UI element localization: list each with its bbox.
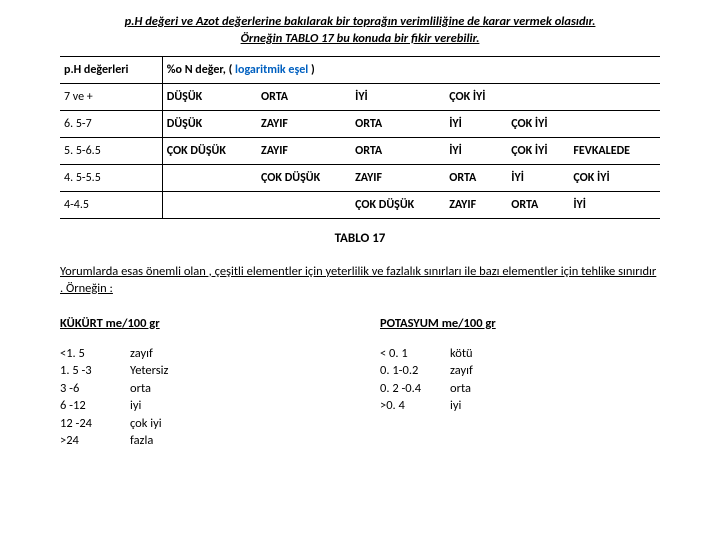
range: < 0. 1 — [380, 345, 450, 363]
rating-cell: ÇOK İYİ — [507, 137, 569, 164]
rating-cell: İYİ — [569, 191, 660, 218]
rating-cell: ORTA — [445, 164, 507, 191]
header-n-tail: ) — [308, 63, 314, 77]
sulfur-pairs: <1. 5zayıf 1. 5 -3Yetersiz 3 -6orta 6 -1… — [60, 345, 340, 450]
potassium-title: POTASYUM me/100 gr — [380, 316, 660, 331]
list-item: 12 -24çok iyi — [60, 415, 340, 433]
rating-cell — [162, 191, 257, 218]
rating: fazla — [130, 432, 153, 450]
range: 0. 2 -0.4 — [380, 380, 450, 398]
rating-cell: ORTA — [257, 83, 351, 110]
rating-cell — [569, 83, 660, 110]
rating: zayıf — [130, 345, 153, 363]
list-item: < 0. 1kötü — [380, 345, 660, 363]
ph-cell: 6. 5-7 — [60, 110, 162, 137]
comment-paragraph: Yorumlarda esas önemli olan , çeşitli el… — [60, 264, 660, 298]
rating-cell: İYİ — [507, 164, 569, 191]
sulfur-column: KÜKÜRT me/100 gr <1. 5zayıf 1. 5 -3Yeter… — [60, 316, 340, 450]
list-item: 1. 5 -3Yetersiz — [60, 362, 340, 380]
range: 0. 1-0.2 — [380, 362, 450, 380]
rating: iyi — [450, 397, 461, 415]
rating-cell: ÇOK DÜŞÜK — [351, 191, 445, 218]
list-item: 3 -6orta — [60, 380, 340, 398]
rating: iyi — [130, 397, 141, 415]
table-caption: TABLO 17 — [60, 231, 660, 246]
rating-cell — [569, 110, 660, 137]
rating-cell: ÇOK DÜŞÜK — [257, 164, 351, 191]
rating-cell: FEVKALEDE — [569, 137, 660, 164]
table-row: 5. 5-6.5 ÇOK DÜŞÜK ZAYIF ORTA İYİ ÇOK İY… — [60, 137, 660, 164]
rating: çok iyi — [130, 415, 162, 433]
range: 12 -24 — [60, 415, 130, 433]
ph-cell: 7 ve + — [60, 83, 162, 110]
range: 1. 5 -3 — [60, 362, 130, 380]
rating: orta — [450, 380, 471, 398]
range: >24 — [60, 432, 130, 450]
list-item: 0. 2 -0.4orta — [380, 380, 660, 398]
rating-cell: ÇOK İYİ — [507, 110, 569, 137]
table-row: 7 ve + DÜŞÜK ORTA İYİ ÇOK İYİ — [60, 83, 660, 110]
rating-cell: ZAYIF — [257, 110, 351, 137]
list-item: 0. 1-0.2zayıf — [380, 362, 660, 380]
rating-cell — [257, 191, 351, 218]
rating-cell: ZAYIF — [445, 191, 507, 218]
range: 3 -6 — [60, 380, 130, 398]
ph-cell: 5. 5-6.5 — [60, 137, 162, 164]
rating-cell: ÇOK DÜŞÜK — [162, 137, 257, 164]
rating: orta — [130, 380, 151, 398]
rating-cell: DÜŞÜK — [162, 83, 257, 110]
range: <1. 5 — [60, 345, 130, 363]
rating-cell: ÇOK İYİ — [569, 164, 660, 191]
page-root: p.H değeri ve Azot değerlerine bakılarak… — [0, 0, 720, 460]
table-row: 4-4.5 ÇOK DÜŞÜK ZAYIF ORTA İYİ — [60, 191, 660, 218]
rating-cell: ÇOK İYİ — [445, 83, 507, 110]
list-item: >0. 4iyi — [380, 397, 660, 415]
header-n-blue: logaritmik eşel — [235, 63, 308, 77]
ph-cell: 4-4.5 — [60, 191, 162, 218]
list-item: <1. 5zayıf — [60, 345, 340, 363]
intro-text: p.H değeri ve Azot değerlerine bakılarak… — [60, 14, 660, 48]
rating-cell: İYİ — [445, 137, 507, 164]
rating: Yetersiz — [130, 362, 168, 380]
ph-nitrogen-table: p.H değerleri %o N değer, ( logaritmik e… — [60, 56, 660, 219]
range: >0. 4 — [380, 397, 450, 415]
list-item: 6 -12iyi — [60, 397, 340, 415]
ph-cell: 4. 5-5.5 — [60, 164, 162, 191]
rating-cell: DÜŞÜK — [162, 110, 257, 137]
intro-line1: p.H değeri ve Azot değerlerine bakılarak… — [125, 14, 596, 29]
rating-cell — [162, 164, 257, 191]
sulfur-title: KÜKÜRT me/100 gr — [60, 316, 340, 331]
intro-line2: Örneğin TABLO 17 bu konuda bir fikir ver… — [241, 31, 480, 46]
rating-cell — [507, 83, 569, 110]
rating: zayıf — [450, 362, 473, 380]
rating-cell: ORTA — [351, 137, 445, 164]
col-header-n: %o N değer, ( logaritmik eşel ) — [162, 56, 660, 83]
list-item: >24fazla — [60, 432, 340, 450]
rating-cell: ORTA — [507, 191, 569, 218]
table-row: 4. 5-5.5 ÇOK DÜŞÜK ZAYIF ORTA İYİ ÇOK İY… — [60, 164, 660, 191]
rating-cell: ORTA — [351, 110, 445, 137]
rating-cell: ZAYIF — [351, 164, 445, 191]
element-columns: KÜKÜRT me/100 gr <1. 5zayıf 1. 5 -3Yeter… — [60, 316, 660, 450]
col-header-ph: p.H değerleri — [60, 56, 162, 83]
rating: kötü — [450, 345, 473, 363]
rating-cell: İYİ — [445, 110, 507, 137]
rating-cell: İYİ — [351, 83, 445, 110]
range: 6 -12 — [60, 397, 130, 415]
rating-cell: ZAYIF — [257, 137, 351, 164]
table-row: 6. 5-7 DÜŞÜK ZAYIF ORTA İYİ ÇOK İYİ — [60, 110, 660, 137]
header-n-plain: %o N değer, ( — [167, 63, 235, 77]
potassium-pairs: < 0. 1kötü 0. 1-0.2zayıf 0. 2 -0.4orta >… — [380, 345, 660, 415]
potassium-column: POTASYUM me/100 gr < 0. 1kötü 0. 1-0.2za… — [380, 316, 660, 450]
